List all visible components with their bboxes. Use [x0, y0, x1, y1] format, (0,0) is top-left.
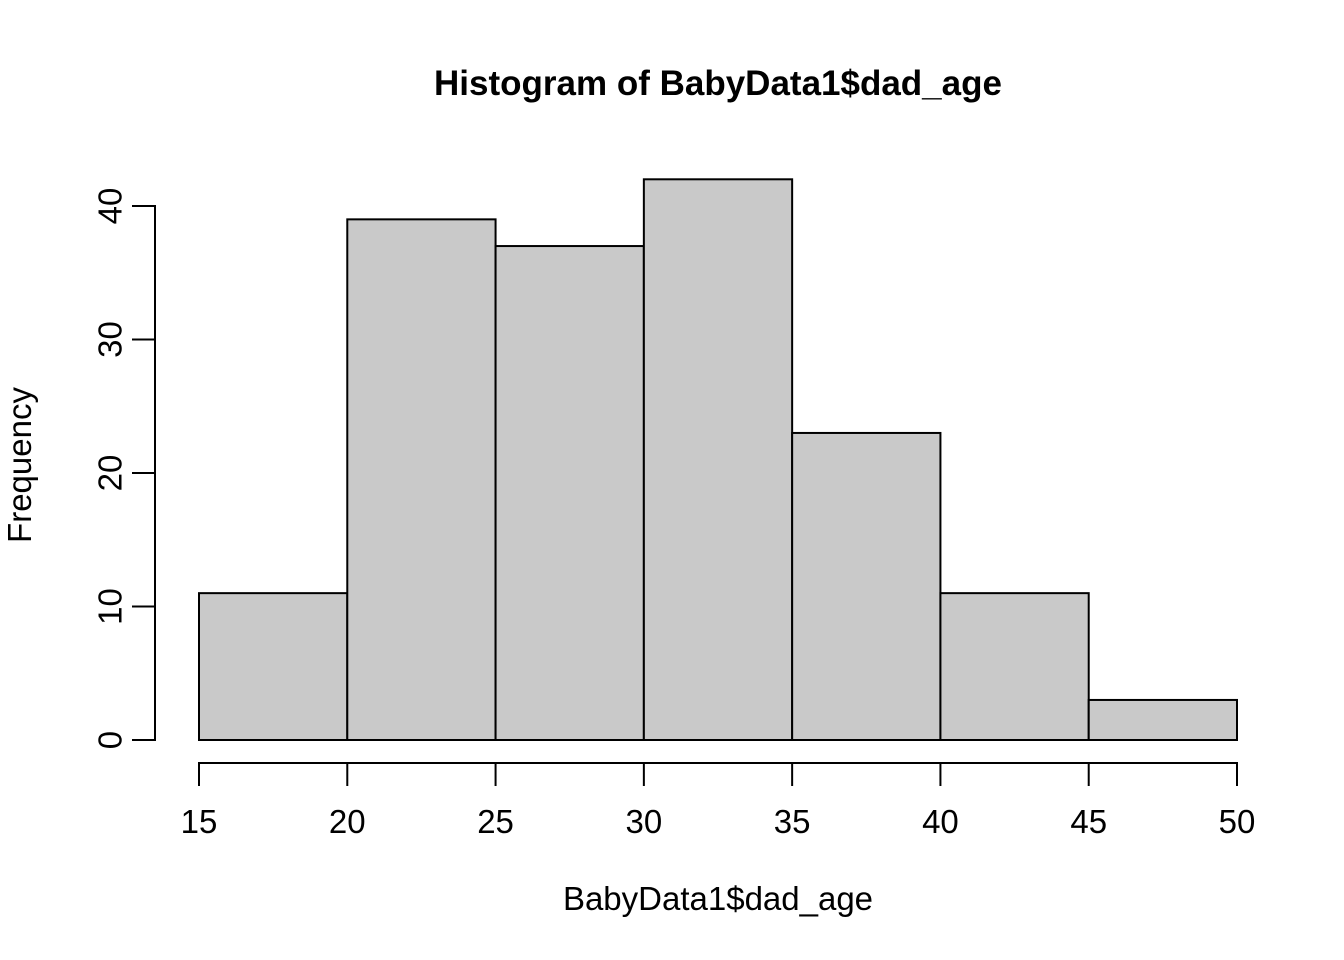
x-tick-label: 15 — [181, 803, 218, 840]
y-tick-label: 20 — [92, 455, 129, 492]
x-tick-label: 20 — [329, 803, 366, 840]
x-tick-label: 25 — [477, 803, 514, 840]
x-tick-label: 40 — [922, 803, 959, 840]
histogram-bar — [791, 431, 942, 741]
y-tick-label: 30 — [92, 321, 129, 358]
y-axis-label: Frequency — [1, 387, 38, 543]
y-tick-label: 40 — [92, 188, 129, 225]
y-tick-label: 10 — [92, 588, 129, 625]
x-tick-label: 45 — [1070, 803, 1107, 840]
histogram-bar — [198, 592, 349, 742]
x-tick-label: 35 — [774, 803, 811, 840]
histogram-bar — [494, 245, 645, 742]
x-tick-label: 50 — [1219, 803, 1256, 840]
histogram-bar — [642, 178, 794, 742]
y-tick-label: 0 — [92, 731, 129, 749]
y-axis: 0 10 20 30 40 — [92, 188, 156, 749]
histogram-bar — [346, 218, 497, 742]
bars-group — [198, 178, 1238, 742]
histogram-bar — [1087, 698, 1238, 742]
histogram-bar — [939, 592, 1090, 742]
x-axis-label: BabyData1$dad_age — [563, 880, 873, 917]
chart-title: Histogram of BabyData1$dad_age — [434, 64, 1002, 103]
x-axis: 15 20 25 30 35 40 45 50 — [181, 762, 1256, 840]
x-tick-label: 30 — [625, 803, 662, 840]
